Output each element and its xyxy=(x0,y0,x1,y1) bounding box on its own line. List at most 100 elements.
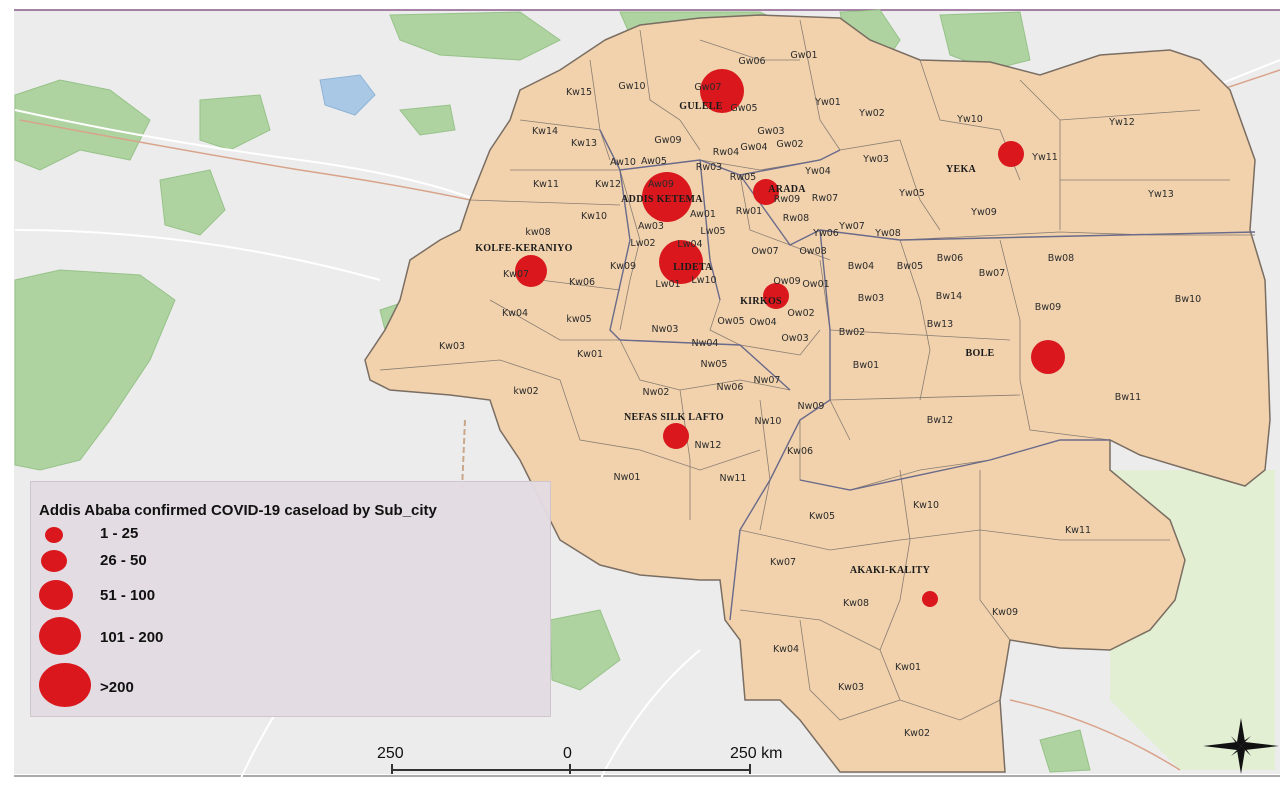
legend-label: 51 - 100 xyxy=(100,587,156,604)
woreda-label: Aw03 xyxy=(638,221,664,232)
woreda-label: Kw02 xyxy=(904,728,930,739)
woreda-label: Yw10 xyxy=(956,114,983,125)
woreda-label: Yw04 xyxy=(804,166,831,177)
north-arrow-diag xyxy=(1231,746,1241,756)
boundary-line xyxy=(559,379,761,471)
reservoir-lake xyxy=(319,74,376,116)
woreda-label: Yw01 xyxy=(814,97,841,108)
boundary-line xyxy=(489,299,620,341)
woreda-label: Kw01 xyxy=(895,662,921,673)
woreda-label: Nw04 xyxy=(692,338,719,349)
legend-circle xyxy=(39,663,91,707)
legend-label: 101 - 200 xyxy=(100,629,164,646)
woreda-label: Ow04 xyxy=(749,317,776,328)
woreda-label: Gw02 xyxy=(776,139,803,150)
boundary-line xyxy=(539,279,621,291)
woreda-label: Kw10 xyxy=(581,211,607,222)
woreda-label: Yw07 xyxy=(838,221,865,232)
woreda-label: Nw07 xyxy=(754,375,781,386)
woreda-label: Bw11 xyxy=(1115,392,1141,403)
woreda-label: Nw06 xyxy=(717,382,744,393)
woreda-label: Gw03 xyxy=(757,126,784,137)
boundary-line xyxy=(699,39,800,61)
boundary-line xyxy=(1059,109,1201,121)
woreda-label: Rw05 xyxy=(730,172,756,183)
scale-label-center: 0 xyxy=(563,745,572,762)
boundary-line xyxy=(739,609,881,651)
woreda-label: Aw01 xyxy=(690,209,716,220)
woreda-label: Lw10 xyxy=(691,275,716,286)
woreda-label: Yw03 xyxy=(862,154,889,165)
legend-item: 26 - 50 xyxy=(31,550,331,572)
woreda-label: Ow01 xyxy=(802,279,829,290)
road xyxy=(14,229,381,281)
subcity-label: ADDIS KETEMA xyxy=(621,194,703,205)
legend-item: 101 - 200 xyxy=(31,617,331,655)
legend-label: 1 - 25 xyxy=(100,525,139,542)
woreda-label: Bw05 xyxy=(897,261,923,272)
scale-bar xyxy=(391,764,751,774)
boundary-line xyxy=(829,394,1021,401)
north-arrow-south xyxy=(1237,746,1245,774)
map-legend: Addis Ababa confirmed COVID-19 caseload … xyxy=(30,481,551,717)
north-arrow-west xyxy=(1203,742,1241,750)
woreda-label: Nw01 xyxy=(614,472,641,483)
subcity-label: LIDETA xyxy=(673,262,713,273)
north-arrow-east xyxy=(1241,742,1279,750)
legend-title: Addis Ababa confirmed COVID-19 caseload … xyxy=(39,502,437,519)
woreda-label: Kw07 xyxy=(770,557,796,568)
woreda-label: Yw05 xyxy=(898,188,925,199)
woreda-label: Gw07 xyxy=(694,82,721,93)
woreda-label: Ow08 xyxy=(799,246,826,257)
legend-circle xyxy=(39,617,81,655)
subcity-boundaries xyxy=(599,129,1256,621)
subcity-label: YEKA xyxy=(946,164,977,175)
marker-addis-ketema xyxy=(642,172,692,222)
green-area xyxy=(399,104,456,136)
green-area xyxy=(199,94,271,151)
woreda-label: Bw14 xyxy=(936,291,962,302)
subcity-label: AKAKI-KALITY xyxy=(850,565,931,576)
subcity-label: GULELE xyxy=(679,101,723,112)
woreda-label: Lw02 xyxy=(630,238,655,249)
green-areas xyxy=(14,9,1091,773)
woreda-label: Bw09 xyxy=(1035,302,1061,313)
subcity-boundary xyxy=(699,159,721,301)
highway xyxy=(19,119,471,201)
boundary-line xyxy=(739,529,1170,551)
woreda-label: Kw04 xyxy=(773,644,799,655)
green-area xyxy=(549,609,621,691)
woreda-label: Yw09 xyxy=(970,207,997,218)
subcity-boundary xyxy=(599,129,841,176)
woreda-label: Ow05 xyxy=(717,316,744,327)
woreda-label: Kw04 xyxy=(502,308,528,319)
scale-label-right: 250 km xyxy=(730,745,783,762)
legend-item: 51 - 100 xyxy=(31,580,331,610)
woreda-label: Rw08 xyxy=(783,213,809,224)
woreda-label: Kw06 xyxy=(787,446,813,457)
subcity-boundary xyxy=(899,231,1256,241)
green-area xyxy=(1039,729,1091,773)
north-arrow-north xyxy=(1237,718,1245,746)
subcity-labels: GULELE ADDIS KETEMA ARADA YEKA KOLFE-KERANIY… xyxy=(475,101,994,576)
legend-item: 1 - 25 xyxy=(31,525,331,543)
woreda-label: Lw01 xyxy=(655,279,680,290)
green-area xyxy=(159,169,226,236)
woreda-label: Gw05 xyxy=(730,103,757,114)
woreda-labels: Gw06 Gw01 Gw10 Gw07 Gw05 Kw15 Kw14 Kw13 Gw09 Gw03… xyxy=(439,50,1201,739)
boundary-line xyxy=(899,239,931,401)
boundary-line xyxy=(379,359,561,381)
woreda-label: Nw05 xyxy=(701,359,728,370)
woreda-label: Nw10 xyxy=(755,416,782,427)
subcity-boundary xyxy=(609,169,631,341)
north-arrow-icon xyxy=(1203,718,1279,774)
marker-arada xyxy=(753,179,779,205)
north-arrow-diag xyxy=(1231,736,1241,746)
highway xyxy=(1009,699,1181,771)
road xyxy=(14,109,521,221)
woreda-label: Kw05 xyxy=(809,511,835,522)
woreda-label: Gw01 xyxy=(790,50,817,61)
marker-bole xyxy=(1031,340,1065,374)
woreda-label: Aw09 xyxy=(648,179,674,190)
